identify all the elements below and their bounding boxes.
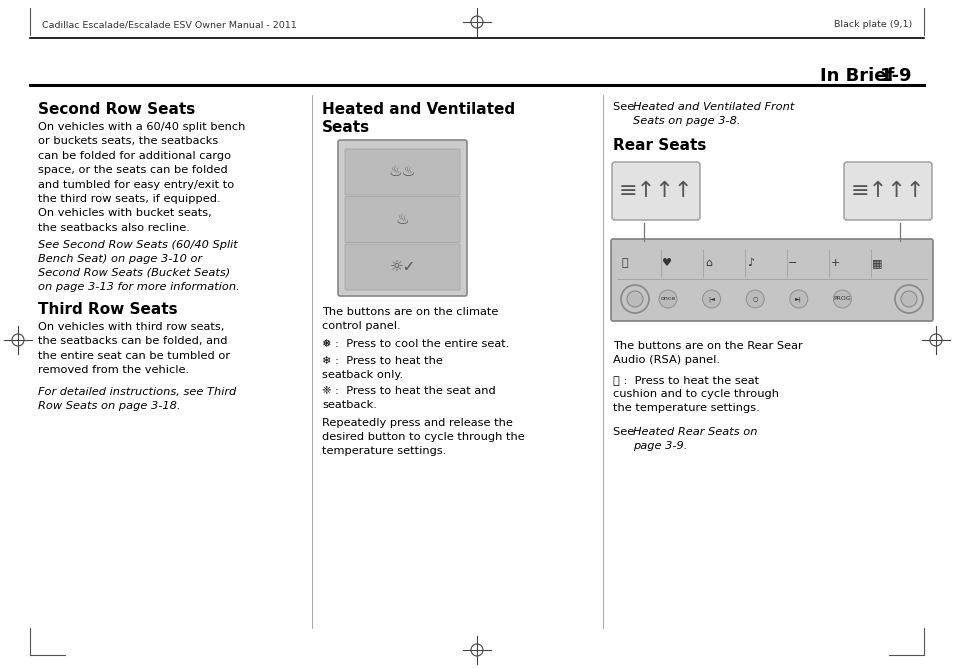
Text: The buttons are on the climate
control panel.: The buttons are on the climate control p… [322, 307, 497, 331]
Text: ♪: ♪ [746, 258, 754, 268]
Text: ❄ :  Press to heat the
seatback only.: ❄ : Press to heat the seatback only. [322, 356, 442, 380]
Text: ⌂: ⌂ [704, 258, 712, 268]
Text: Cadillac Escalade/Escalade ESV Owner Manual - 2011: Cadillac Escalade/Escalade ESV Owner Man… [42, 20, 296, 29]
Text: See: See [613, 427, 638, 437]
Text: See: See [613, 102, 638, 112]
Text: Third Row Seats: Third Row Seats [38, 302, 177, 317]
Text: ☼✓: ☼✓ [389, 259, 416, 275]
FancyBboxPatch shape [610, 239, 932, 321]
FancyBboxPatch shape [612, 162, 700, 220]
Text: The buttons are on the Rear Sear
Audio (RSA) panel.: The buttons are on the Rear Sear Audio (… [613, 341, 801, 365]
Text: −: − [787, 258, 797, 268]
Text: once: once [659, 297, 675, 301]
Text: ♨: ♨ [395, 212, 409, 227]
FancyBboxPatch shape [345, 149, 459, 195]
Circle shape [659, 290, 677, 308]
Circle shape [626, 291, 642, 307]
Text: PROG: PROG [833, 297, 850, 301]
FancyBboxPatch shape [345, 196, 459, 242]
Text: On vehicles with third row seats,
the seatbacks can be folded, and
the entire se: On vehicles with third row seats, the se… [38, 322, 230, 375]
Text: |◄: |◄ [707, 296, 715, 302]
Text: ❅ :  Press to cool the entire seat.: ❅ : Press to cool the entire seat. [322, 339, 509, 349]
Text: +: + [829, 258, 839, 268]
Text: ▦: ▦ [871, 258, 882, 268]
Text: Repeatedly press and release the
desired button to cycle through the
temperature: Repeatedly press and release the desired… [322, 418, 524, 456]
Text: ⓓ :  Press to heat the seat
cushion and to cycle through
the temperature setting: ⓓ : Press to heat the seat cushion and t… [613, 375, 779, 413]
Text: ♥: ♥ [661, 258, 671, 268]
Circle shape [833, 290, 850, 308]
Text: Heated Rear Seats on
page 3-9.: Heated Rear Seats on page 3-9. [633, 427, 757, 451]
FancyBboxPatch shape [843, 162, 931, 220]
Text: ❈ :  Press to heat the seat and
seatback.: ❈ : Press to heat the seat and seatback. [322, 386, 496, 410]
FancyBboxPatch shape [345, 244, 459, 290]
Text: 1-9: 1-9 [879, 67, 911, 85]
Text: ≡↑↑↑: ≡↑↑↑ [618, 181, 693, 201]
Text: ►|: ►| [795, 296, 801, 302]
Text: For detailed instructions, see Third
Row Seats on page 3-18.: For detailed instructions, see Third Row… [38, 387, 236, 411]
Text: Rear Seats: Rear Seats [613, 138, 705, 153]
Circle shape [900, 291, 916, 307]
Text: Black plate (9,1): Black plate (9,1) [833, 20, 911, 29]
Text: On vehicles with a 60/40 split bench
or buckets seats, the seatbacks
can be fold: On vehicles with a 60/40 split bench or … [38, 122, 245, 233]
Text: See Second Row Seats (60/40 Split
Bench Seat) on page 3-10 or
Second Row Seats (: See Second Row Seats (60/40 Split Bench … [38, 240, 239, 292]
Circle shape [789, 290, 807, 308]
Circle shape [745, 290, 763, 308]
Text: Heated and Ventilated
Seats: Heated and Ventilated Seats [322, 102, 515, 135]
Text: ≡↑↑↑: ≡↑↑↑ [850, 181, 924, 201]
Text: ♨♨: ♨♨ [389, 164, 416, 180]
Circle shape [701, 290, 720, 308]
Text: ⓓ: ⓓ [621, 258, 628, 268]
FancyBboxPatch shape [337, 140, 467, 296]
Text: ○: ○ [752, 297, 757, 301]
Text: In Brief: In Brief [820, 67, 893, 85]
Text: Heated and Ventilated Front
Seats on page 3-8.: Heated and Ventilated Front Seats on pag… [633, 102, 794, 126]
Text: Second Row Seats: Second Row Seats [38, 102, 195, 117]
